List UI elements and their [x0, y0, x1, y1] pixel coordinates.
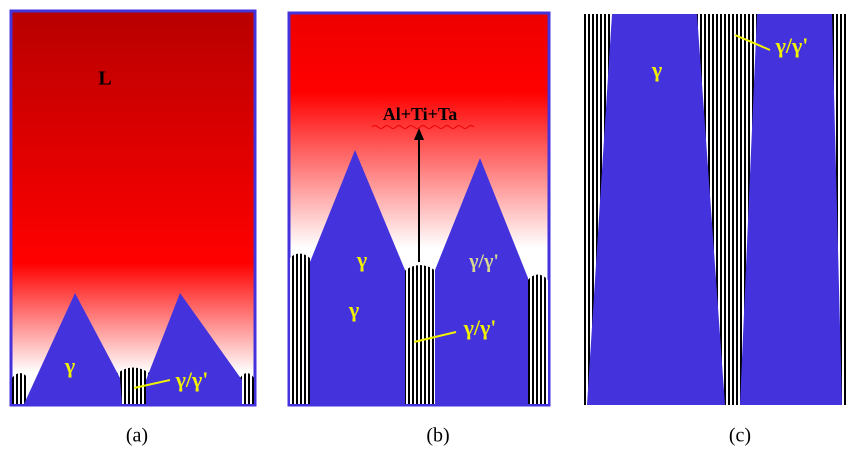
figure: L γ γ/γ' (a) Al+Ti+Ta γ γ γ/γ' γ/γ' (b) …: [0, 0, 853, 449]
eutectic: [290, 253, 312, 404]
caption: (c): [729, 425, 751, 447]
caption: (a): [126, 425, 148, 447]
eutectic: [12, 373, 28, 404]
panel-a: L γ γ/γ' (a): [11, 11, 255, 447]
dendrite: [740, 14, 842, 405]
label: γ/γ': [463, 315, 497, 340]
page: L γ γ/γ' (a) Al+Ti+Ta γ γ γ/γ' γ/γ' (b) …: [0, 0, 853, 449]
label: γ: [651, 57, 662, 82]
label: γ/γ': [468, 251, 499, 273]
label: γ: [64, 353, 75, 378]
panel-c: γ γ/γ' (c): [583, 14, 847, 447]
caption: (b): [426, 425, 449, 447]
label: γ: [356, 247, 367, 272]
label: L: [98, 68, 111, 90]
label: γ: [348, 297, 359, 322]
panel-b: Al+Ti+Ta γ γ γ/γ' γ/γ' (b): [289, 13, 549, 447]
eutectic: [403, 265, 437, 404]
eutectic: [526, 274, 548, 404]
label: γ/γ': [775, 33, 809, 58]
label: Al+Ti+Ta: [383, 104, 458, 124]
label: γ/γ': [175, 367, 209, 392]
melt: [11, 11, 255, 405]
